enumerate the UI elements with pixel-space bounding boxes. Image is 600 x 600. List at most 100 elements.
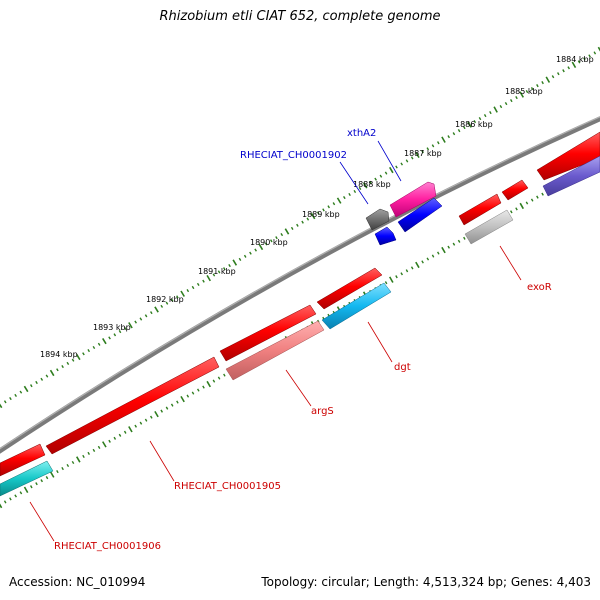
- minor-tick: [82, 454, 85, 459]
- minor-tick: [395, 165, 398, 169]
- minor-tick: [97, 445, 101, 449]
- minor-tick: [217, 376, 221, 380]
- gene-blue-forward-2[interactable]: [374, 226, 397, 246]
- minor-tick: [410, 156, 414, 160]
- gene-red-right-1[interactable]: [458, 193, 502, 226]
- minor-tick: [421, 260, 424, 264]
- gene-dgt[interactable]: [321, 282, 392, 330]
- minor-tick: [296, 223, 299, 227]
- minor-tick: [499, 105, 503, 109]
- minor-tick: [536, 84, 539, 88]
- major-tick: [336, 197, 342, 204]
- major-tick: [128, 322, 133, 329]
- minor-tick: [452, 242, 456, 246]
- leader-RHECIAT_CH0001902: [339, 161, 369, 205]
- gene-labels: xthA2 RHECIAT_CH0001902 exoR dgt argS RH…: [54, 128, 552, 552]
- gene-red-dgt-upper[interactable]: [316, 267, 383, 310]
- gene-red-right-3[interactable]: [536, 131, 600, 181]
- gene-label-RHECIAT_CH0001902[interactable]: RHECIAT_CH0001902: [240, 150, 347, 161]
- minor-tick: [405, 269, 409, 273]
- minor-tick: [144, 314, 148, 318]
- minor-tick: [19, 491, 23, 495]
- minor-tick: [447, 135, 451, 139]
- tick-label: 1887 kbp: [404, 149, 442, 158]
- gene-label-exoR[interactable]: exoR: [527, 282, 552, 293]
- minor-tick: [118, 330, 122, 334]
- gene-label-xthA2[interactable]: xthA2: [347, 128, 376, 139]
- major-tick: [206, 380, 211, 388]
- minor-tick: [264, 242, 268, 246]
- minor-tick: [593, 51, 597, 55]
- minor-tick: [165, 301, 169, 305]
- major-tick: [49, 471, 55, 478]
- minor-tick: [134, 424, 138, 428]
- gene-label-argS[interactable]: argS: [311, 406, 334, 417]
- tick-label: 1889 kbp: [302, 210, 340, 219]
- minor-tick: [426, 257, 430, 261]
- minor-tick: [92, 448, 96, 452]
- gene-red-left[interactable]: [0, 443, 46, 477]
- gene-RHECIAT_CH0001906[interactable]: [0, 460, 54, 497]
- major-tick: [180, 395, 185, 403]
- minor-tick: [431, 254, 435, 258]
- major-tick: [0, 503, 3, 509]
- minor-tick: [509, 210, 513, 214]
- minor-tick: [176, 295, 179, 299]
- minor-tick: [56, 470, 59, 474]
- minor-tick: [108, 439, 111, 443]
- minor-tick: [322, 208, 325, 212]
- gene-RHECIAT_CH0001902[interactable]: [365, 208, 390, 231]
- minor-tick: [45, 476, 49, 480]
- minor-tick: [463, 236, 466, 240]
- tick-labels: 1884 kbp 1885 kbp 1886 kbp 1887 kbp 1888…: [40, 55, 594, 359]
- leader-RHECIAT_CH0001906: [29, 501, 55, 542]
- minor-tick: [530, 87, 534, 91]
- minor-tick: [431, 144, 435, 148]
- gene-label-RHECIAT_CH0001906[interactable]: RHECIAT_CH0001906: [54, 541, 161, 552]
- minor-tick: [457, 129, 461, 133]
- gene-label-dgt[interactable]: dgt: [394, 362, 411, 373]
- minor-tick: [577, 60, 581, 64]
- minor-tick: [222, 267, 226, 271]
- major-tick: [467, 121, 472, 128]
- gene-purple-right[interactable]: [542, 155, 600, 197]
- gene-xthA2[interactable]: [389, 181, 437, 218]
- gene-exoR[interactable]: [464, 209, 514, 245]
- minor-tick: [3, 500, 7, 504]
- major-tick: [23, 486, 29, 493]
- major-tick: [310, 212, 316, 220]
- minor-tick: [483, 114, 487, 118]
- minor-tick: [56, 368, 59, 372]
- major-tick: [597, 46, 600, 52]
- minor-tick: [243, 254, 247, 258]
- minor-tick: [14, 494, 17, 498]
- minor-tick: [269, 239, 273, 243]
- leader-exoR: [499, 245, 522, 281]
- major-tick: [180, 290, 185, 297]
- gene-argS[interactable]: [225, 320, 325, 381]
- minor-tick: [35, 482, 38, 486]
- minor-tick: [395, 275, 398, 279]
- major-tick: [232, 259, 238, 266]
- gene-label-RHECIAT_CH0001905[interactable]: RHECIAT_CH0001905: [174, 481, 281, 492]
- outer-tick-ring: [0, 46, 600, 409]
- tick-label: 1891 kbp: [198, 267, 236, 276]
- tick-label: 1886 kbp: [455, 120, 493, 129]
- minor-tick: [202, 279, 205, 283]
- gene-blue-forward-1[interactable]: [397, 197, 443, 233]
- leader-lines: [29, 140, 522, 542]
- major-tick: [519, 202, 524, 210]
- gene-red-right-2[interactable]: [501, 179, 529, 201]
- minor-tick: [254, 248, 257, 252]
- minor-tick: [108, 336, 111, 340]
- major-tick: [571, 61, 577, 68]
- gene-RHECIAT_CH0001905[interactable]: [45, 356, 220, 455]
- minor-tick: [379, 174, 383, 178]
- leader-argS: [285, 369, 312, 407]
- minor-tick: [82, 352, 85, 356]
- gene-red-argS-upper[interactable]: [219, 304, 317, 362]
- minor-tick: [525, 201, 529, 205]
- major-tick: [128, 426, 133, 433]
- major-tick: [23, 385, 29, 393]
